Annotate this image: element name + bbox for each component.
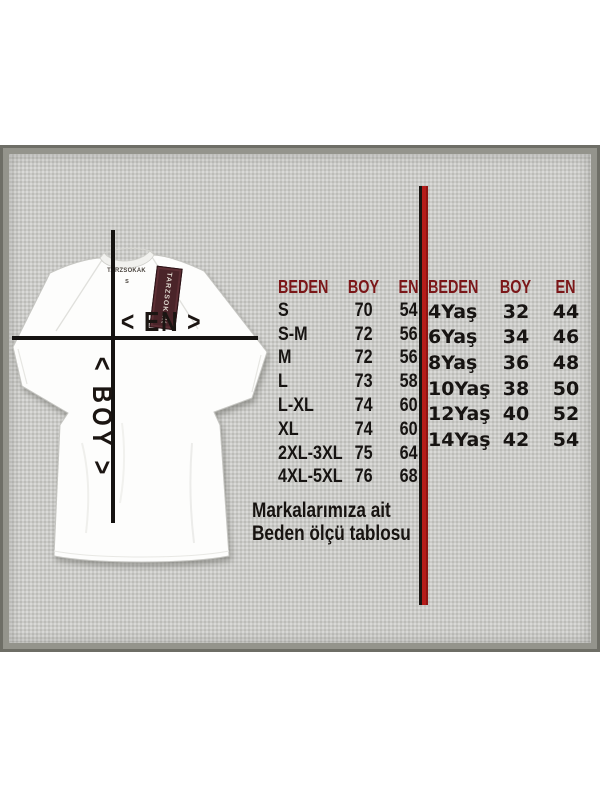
size-cell: 10Yaş <box>428 377 491 400</box>
width-cell: 58 <box>400 371 418 393</box>
width-label: < EN > <box>108 306 216 338</box>
length-cell: 73 <box>355 371 373 393</box>
size-cell: L <box>278 371 288 393</box>
height-label-text: < BOY > <box>87 357 118 479</box>
size-cell: M <box>278 347 292 369</box>
size-cell: 4Yaş <box>428 300 478 323</box>
size-cell: L-XL <box>278 395 314 417</box>
length-cell: 72 <box>355 323 373 345</box>
kids-size-table: BEDEN BOY EN 4Yaş 32 44 6Yaş 34 46 8Yaş … <box>428 276 592 453</box>
length-cell: 72 <box>355 347 373 369</box>
width-cell: 64 <box>400 442 418 464</box>
adult-table-header: BEDEN BOY EN <box>278 276 432 299</box>
table-row: M 72 56 <box>278 347 432 371</box>
caption-line-1: Markalarımıza ait <box>252 499 391 522</box>
size-cell: 14Yaş <box>428 428 491 451</box>
width-cell: 52 <box>552 403 580 426</box>
width-cell: 48 <box>552 351 580 374</box>
header-size: BEDEN <box>278 277 329 297</box>
table-row: 4XL-5XL 76 68 <box>278 466 432 490</box>
size-cell: XL <box>278 418 299 440</box>
header-length: BOY <box>348 277 380 297</box>
length-cell: 34 <box>502 326 530 349</box>
width-cell: 68 <box>400 466 418 488</box>
size-cell: 12Yaş <box>428 403 491 426</box>
width-cell: 60 <box>400 395 418 417</box>
red-divider-line <box>419 186 428 605</box>
adult-size-table: BEDEN BOY EN S 70 54 S-M 72 56 M 72 56 L… <box>278 276 432 489</box>
width-cell: 56 <box>400 323 418 345</box>
table-row: S-M 72 56 <box>278 323 432 347</box>
width-cell: 44 <box>552 300 580 323</box>
table-row: S 70 54 <box>278 299 432 323</box>
size-cell: 8Yaş <box>428 351 478 374</box>
header-size: BEDEN <box>428 277 479 297</box>
table-row: 6Yaş 34 46 <box>428 325 592 351</box>
height-measure-line <box>111 230 115 523</box>
table-row: 10Yaş 38 50 <box>428 376 592 402</box>
header-width: EN <box>555 277 576 297</box>
width-cell: 46 <box>552 326 580 349</box>
length-cell: 38 <box>502 377 530 400</box>
length-cell: 76 <box>355 466 373 488</box>
size-cell: S-M <box>278 323 308 345</box>
collar-size-text: S <box>125 279 129 285</box>
length-cell: 70 <box>355 299 373 321</box>
size-cell: 6Yaş <box>428 326 478 349</box>
length-cell: 42 <box>502 428 530 451</box>
caption-line-2: Beden ölçü tablosu <box>252 522 411 545</box>
kids-table-header: BEDEN BOY EN <box>428 276 592 299</box>
width-cell: 54 <box>552 428 580 451</box>
width-measure-line <box>12 336 258 340</box>
size-cell: S <box>278 299 289 321</box>
table-row: 12Yaş 40 52 <box>428 401 592 427</box>
width-cell: 50 <box>552 377 580 400</box>
width-cell: 60 <box>400 418 418 440</box>
length-cell: 74 <box>355 395 373 417</box>
table-row: L-XL 74 60 <box>278 394 432 418</box>
header-width: EN <box>398 277 419 297</box>
header-length: BOY <box>500 277 532 297</box>
table-row: 2XL-3XL 75 64 <box>278 442 432 466</box>
width-cell: 54 <box>400 299 418 321</box>
height-label: < BOY > <box>82 345 118 491</box>
table-row: XL 74 60 <box>278 418 432 442</box>
table-row: 14Yaş 42 54 <box>428 427 592 453</box>
length-cell: 32 <box>502 300 530 323</box>
length-cell: 74 <box>355 418 373 440</box>
length-cell: 36 <box>502 351 530 374</box>
caption: Markalarımıza ait Beden ölçü tablosu <box>252 499 446 545</box>
collar-brand-text: TARZSOKAK <box>107 267 147 274</box>
collar-brand-label: TARZSOKAK S <box>102 264 152 286</box>
size-cell: 2XL-3XL <box>278 442 343 464</box>
table-row: L 73 58 <box>278 370 432 394</box>
width-label-text: < EN > <box>121 306 203 337</box>
table-row: 4Yaş 32 44 <box>428 299 592 325</box>
size-cell: 4XL-5XL <box>278 466 343 488</box>
table-row: 8Yaş 36 48 <box>428 350 592 376</box>
length-cell: 75 <box>355 442 373 464</box>
length-cell: 40 <box>502 403 530 426</box>
width-cell: 56 <box>400 347 418 369</box>
tshirt-graphic <box>12 247 268 563</box>
